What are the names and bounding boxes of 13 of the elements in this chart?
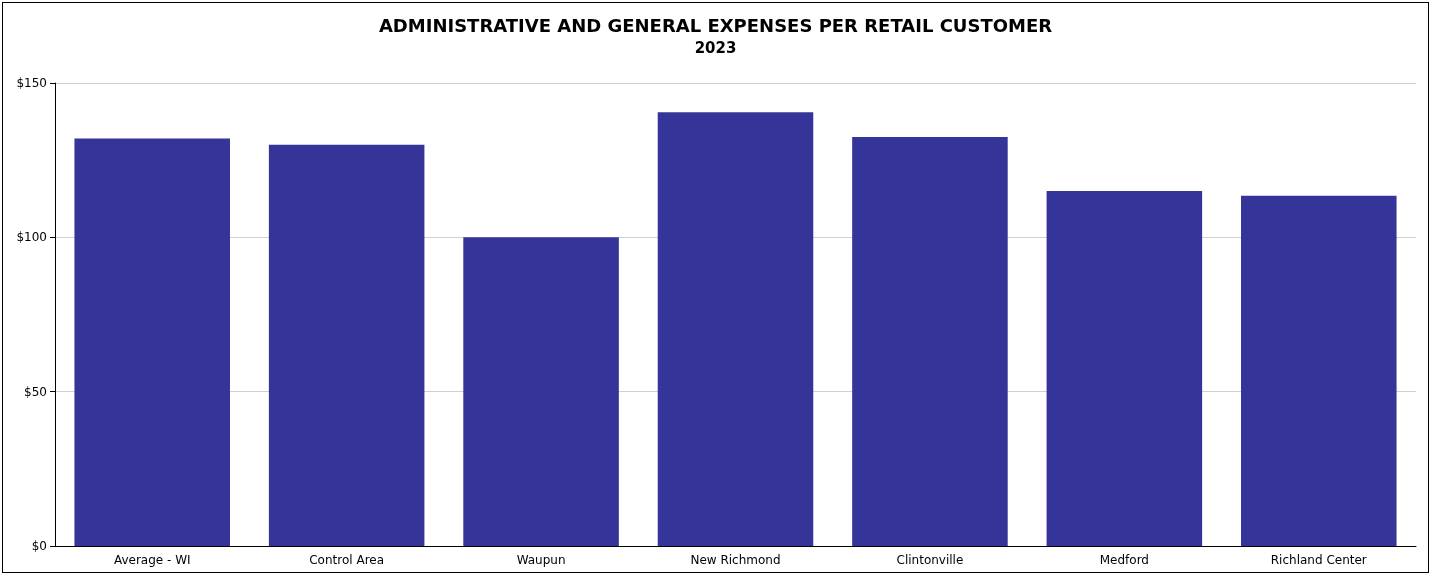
chart-title: ADMINISTRATIVE AND GENERAL EXPENSES PER RETAIL CUSTOMER (378, 14, 1053, 36)
y-tick-label: $100 (16, 230, 47, 245)
y-tick-label: $0 (31, 539, 47, 553)
x-tick-label: Clintonville (896, 553, 964, 567)
x-tick-label: New Richmond (690, 553, 781, 567)
x-tick-label: Control Area (309, 553, 385, 567)
y-tick-label: $50 (24, 384, 47, 399)
y-tick-label: $150 (16, 76, 47, 90)
x-tick-label: Richland Center (1270, 553, 1367, 567)
x-tick-label: Medford (1099, 553, 1149, 567)
x-tick-label: Average - WI (113, 553, 191, 567)
x-tick-label: Waupun (516, 553, 566, 567)
chart-subtitle: 2023 (694, 38, 737, 57)
